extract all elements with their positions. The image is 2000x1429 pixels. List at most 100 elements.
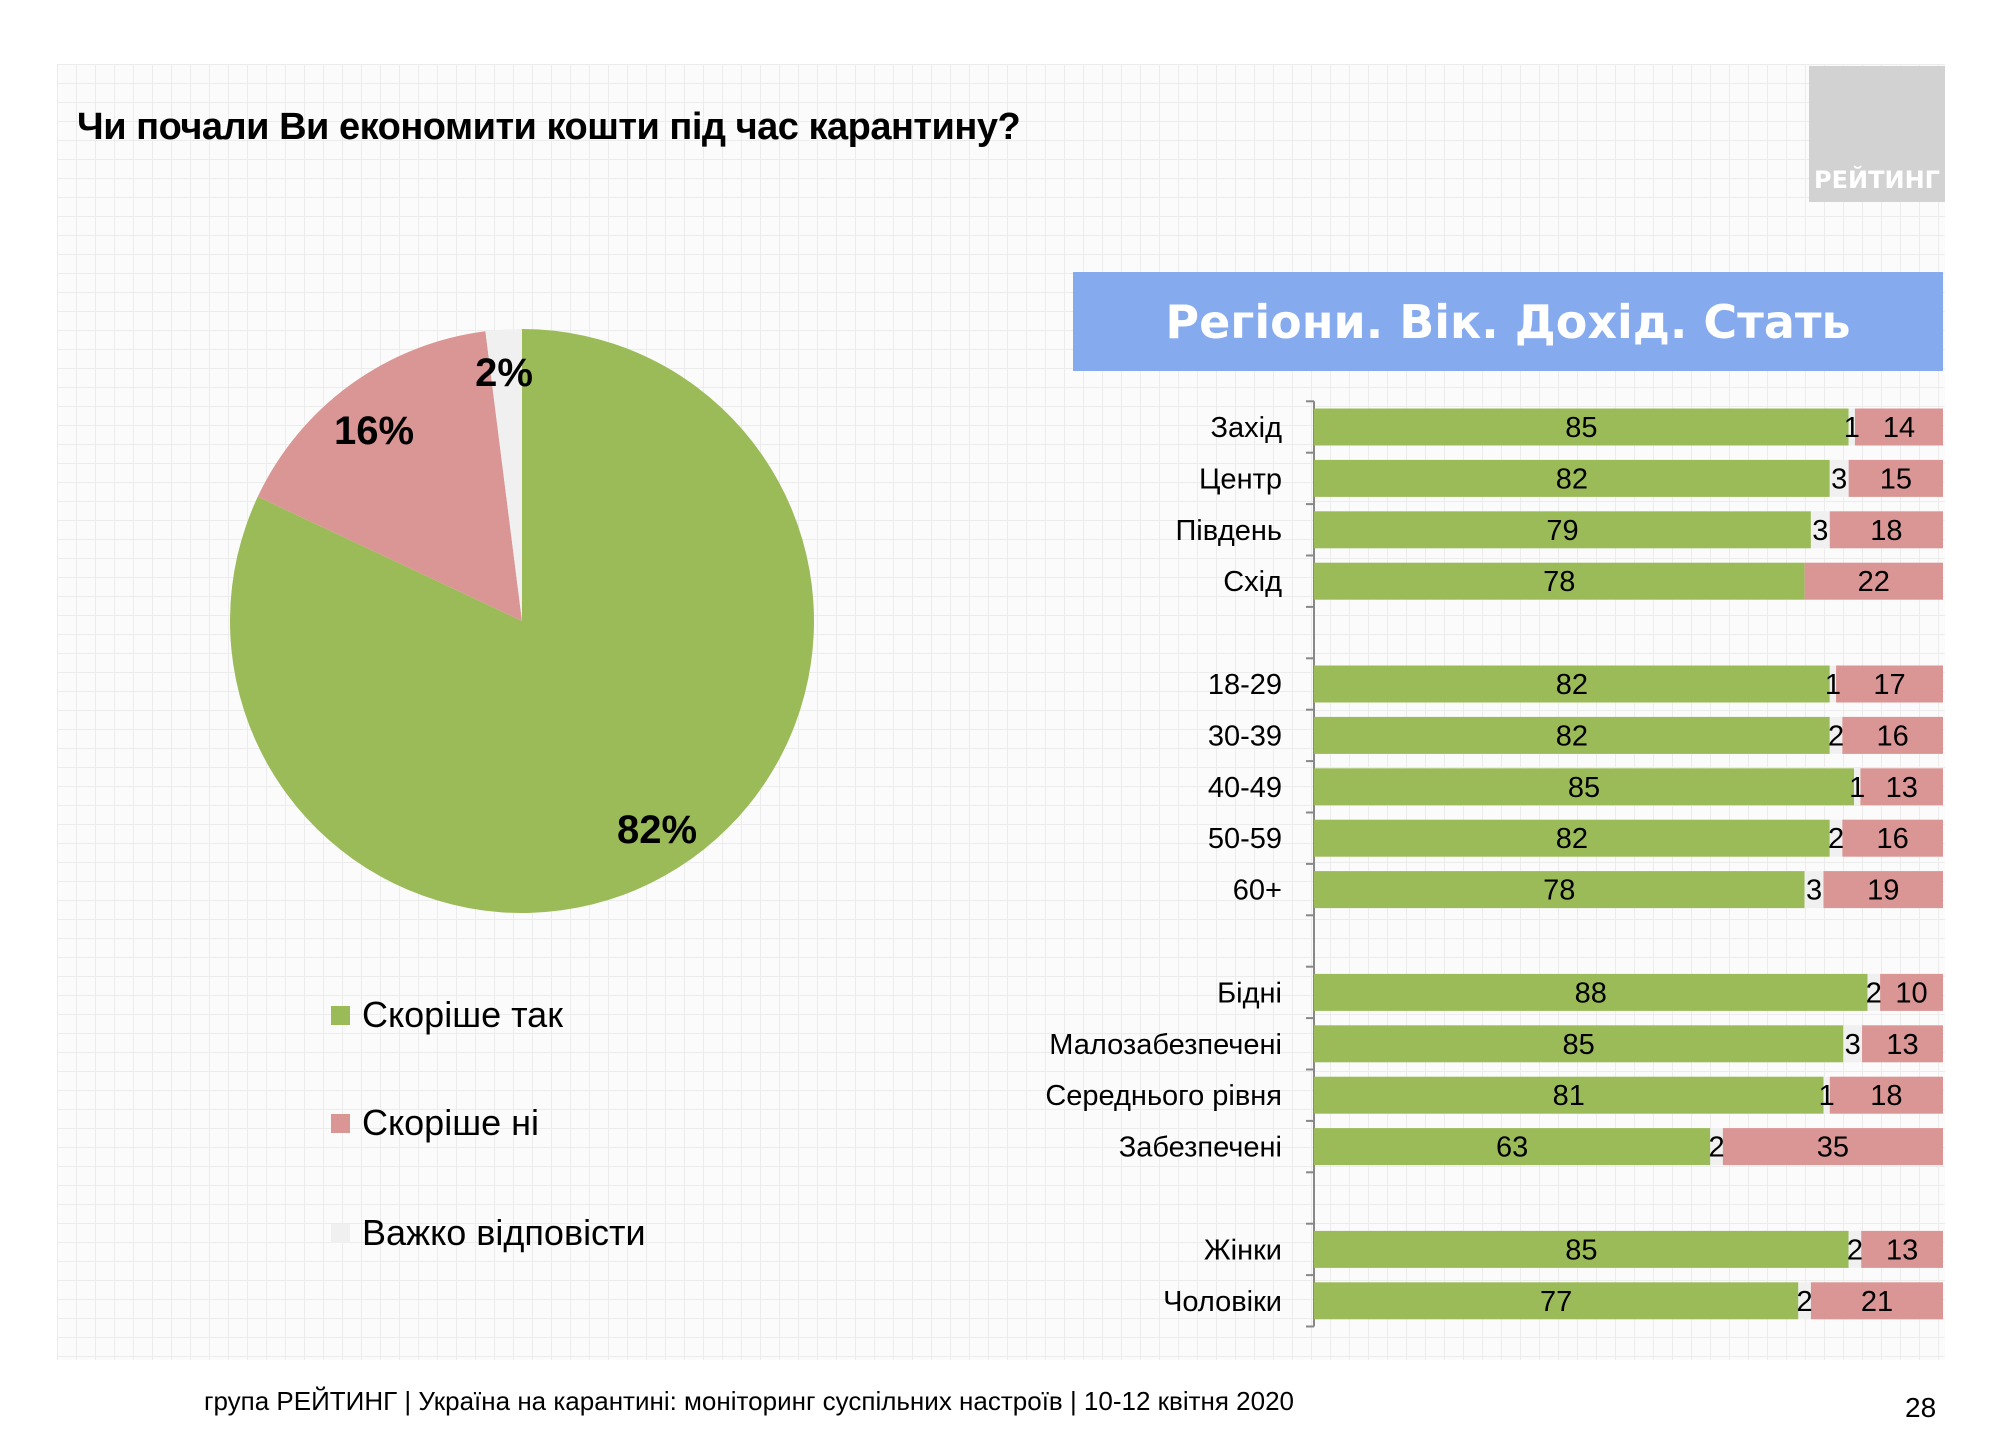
bar-label-no: 13 [1886,1029,1918,1061]
bar-segment-no [1861,1230,1943,1268]
bar-segment-hard [1843,1025,1863,1063]
bar-label-hard: 3 [1845,1029,1861,1061]
legend-label: Скоріше ні [362,1102,539,1143]
bar-segment-no [1848,459,1943,497]
bar-label-yes: 85 [1565,1234,1597,1266]
bar-segment-no [1860,768,1943,806]
bar-segment-yes [1314,459,1830,497]
bar-label-yes: 77 [1540,1286,1572,1318]
bar-label-no: 14 [1883,412,1915,444]
legend-item-yes: Скоріше так [331,994,563,1036]
bar-segment-yes [1314,871,1805,909]
legend-item-hard: Важко відповісти [331,1212,646,1254]
bar-segment-hard [1848,1230,1862,1268]
bar-segment-yes [1314,1128,1711,1166]
bar-label-no: 16 [1877,823,1909,855]
bar-label-yes: 85 [1565,412,1597,444]
bar-segment-no [1836,665,1943,703]
category-label: Бідні [1217,977,1282,1009]
bar-label-no: 18 [1870,515,1902,547]
bar-label-hard: 1 [1825,669,1841,701]
bar-segment-hard [1829,665,1837,703]
bar-label-no: 13 [1886,1234,1918,1266]
pie-data-label: 16% [334,409,414,453]
category-label: Забезпечені [1119,1132,1282,1164]
bar-label-hard: 1 [1849,772,1865,804]
page-number: 28 [1905,1392,1937,1423]
bar-segment-no [1829,1076,1943,1114]
bar-segment-yes [1314,819,1830,857]
bar-segment-hard [1829,716,1843,754]
legend-swatch-no [331,1113,350,1133]
bar-segment-no [1722,1128,1943,1166]
bar-label-yes: 78 [1543,875,1575,907]
bar-segment-hard [1829,819,1843,857]
category-label: Малозабезпечені [1049,1029,1282,1061]
bar-segment-yes [1314,973,1868,1011]
bar-segment-no [1804,562,1943,600]
pie-slice-hard [485,329,522,621]
legend-label: Скоріше так [362,994,563,1035]
category-label: Чоловіки [1163,1286,1282,1318]
bar-segment-hard [1823,1076,1830,1114]
bar-segment-no [1842,716,1943,754]
legend-item-no: Скоріше ні [331,1102,539,1144]
category-label: Схід [1223,566,1282,598]
pie-data-label: 2% [475,351,533,395]
bar-label-hard: 2 [1797,1286,1813,1318]
bar-segment-hard [1848,408,1855,446]
bar-label-no: 22 [1858,566,1890,598]
bar-label-yes: 82 [1556,669,1588,701]
bar-segment-no [1842,819,1943,857]
bar-segment-yes [1314,768,1855,806]
bar-segment-yes [1314,1076,1824,1114]
category-label: Жінки [1204,1234,1282,1266]
bar-segment-yes [1314,1282,1799,1320]
bar-label-yes: 63 [1496,1132,1528,1164]
bar-label-hard: 2 [1866,977,1882,1009]
bar-label-hard: 3 [1831,463,1847,495]
category-label: Центр [1199,463,1282,495]
bar-segment-hard [1798,1282,1811,1320]
legend-swatch-hard [331,1223,350,1243]
category-label: 40-49 [1208,772,1282,804]
bar-segment-hard [1854,768,1861,806]
bar-label-hard: 2 [1847,1234,1863,1266]
bar-segment-yes [1314,562,1805,600]
bar-segment-yes [1314,408,1849,446]
bar-segment-hard [1810,511,1830,549]
bar-segment-hard [1829,459,1849,497]
chart-title: Чи почали Ви економити кошти під час кар… [77,106,1021,148]
bar-segment-yes [1314,716,1830,754]
bar-label-no: 17 [1873,669,1905,701]
bar-label-no: 10 [1895,977,1927,1009]
bar-label-yes: 78 [1543,566,1575,598]
bar-label-yes: 85 [1563,1029,1595,1061]
bar-label-no: 21 [1861,1286,1893,1318]
bar-segment-hard [1710,1128,1723,1166]
bar-chart-banner: Регіони. Вік. Дохід. Стать [1073,272,1943,371]
bar-segment-yes [1314,1025,1844,1063]
bar-label-no: 16 [1877,720,1909,752]
category-label: 30-39 [1208,720,1282,752]
bar-segment-hard [1804,871,1824,909]
bar-segment-yes [1314,1230,1849,1268]
bar-label-no: 15 [1880,463,1912,495]
legend-label: Важко відповісти [362,1212,646,1253]
bar-label-hard: 1 [1844,412,1860,444]
footer-text: група РЕЙТИНГ | Україна на карантині: мо… [204,1386,1295,1416]
bar-label-hard: 3 [1806,875,1822,907]
bar-segment-no [1880,973,1943,1011]
pie-data-label: 82% [617,808,697,852]
category-label: 50-59 [1208,823,1282,855]
bar-label-no: 18 [1870,1080,1902,1112]
bar-label-hard: 3 [1812,515,1828,547]
rating-logo: РЕЙТИНГ [1809,66,1945,202]
bar-label-hard: 1 [1819,1080,1835,1112]
bar-segment-yes [1314,511,1811,549]
bar-segment-yes [1314,665,1830,703]
logo-text: РЕЙТИНГ [1814,166,1940,194]
bar-label-no: 35 [1817,1132,1849,1164]
bar-segment-no [1854,408,1943,446]
bar-segment-no [1823,871,1943,909]
